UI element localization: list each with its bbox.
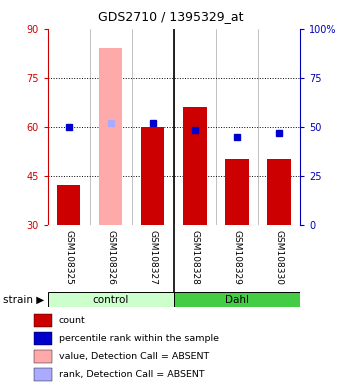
Text: GSM108330: GSM108330 (275, 230, 284, 285)
Text: value, Detection Call = ABSENT: value, Detection Call = ABSENT (59, 352, 209, 361)
Bar (34, 368, 53, 381)
Text: rank, Detection Call = ABSENT: rank, Detection Call = ABSENT (59, 371, 204, 379)
Text: Dahl: Dahl (225, 295, 249, 305)
Bar (34, 332, 53, 345)
Bar (225, 159, 249, 225)
Bar (183, 107, 207, 225)
Bar (48, 292, 174, 307)
Text: GSM108327: GSM108327 (148, 230, 158, 285)
Text: count: count (59, 316, 85, 324)
Bar (57, 185, 80, 225)
Text: strain ▶: strain ▶ (3, 295, 45, 305)
Text: GDS2710 / 1395329_at: GDS2710 / 1395329_at (98, 10, 243, 23)
Text: GSM108325: GSM108325 (64, 230, 73, 285)
Bar (141, 127, 164, 225)
Bar (267, 159, 291, 225)
Text: GSM108326: GSM108326 (106, 230, 115, 285)
Bar (99, 48, 122, 225)
Text: GSM108328: GSM108328 (190, 230, 199, 285)
Text: GSM108329: GSM108329 (233, 230, 241, 285)
Text: percentile rank within the sample: percentile rank within the sample (59, 334, 219, 343)
Bar (174, 292, 300, 307)
Text: control: control (93, 295, 129, 305)
Bar (34, 350, 53, 363)
Bar (34, 314, 53, 327)
